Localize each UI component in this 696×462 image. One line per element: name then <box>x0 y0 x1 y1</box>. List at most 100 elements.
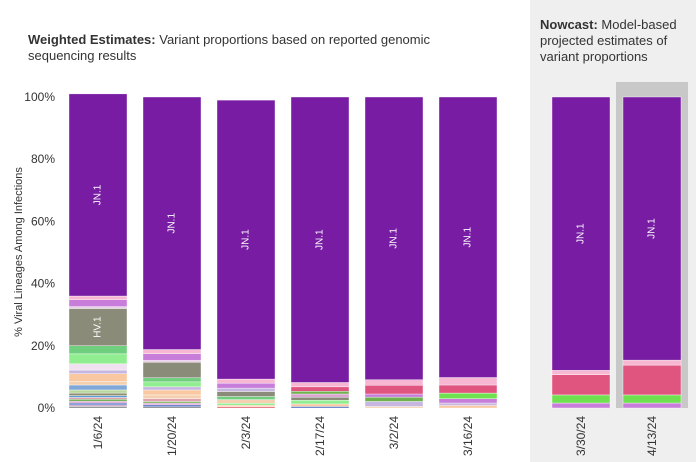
bar-segment <box>142 389 202 396</box>
bar-segment <box>68 299 128 307</box>
bar-segment <box>364 406 424 409</box>
nowcast-title: Nowcast: Model-based projected estimates… <box>540 17 690 65</box>
bar-segment <box>142 394 202 399</box>
y-tick-label: 80% <box>31 152 55 166</box>
bar-3/30/24: JN.1 <box>551 96 611 409</box>
bar-segment <box>290 391 350 395</box>
bar-segment <box>364 396 424 402</box>
bar-segment <box>364 393 424 398</box>
bar-segment <box>551 96 611 371</box>
bars: HV.1 JN.1 JN.1 JN.1 JN.1 JN.1 JN.1 JN.1 JN.1 <box>68 93 682 409</box>
bar-segment <box>68 397 128 400</box>
y-axis-label: % Viral Lineages Among Infections <box>13 167 25 337</box>
y-tick-label: 0% <box>38 401 56 415</box>
segment-label: JN.1 <box>463 227 474 248</box>
bar-segment <box>438 377 498 386</box>
bar-segment <box>216 399 276 404</box>
bar-segment <box>68 373 128 382</box>
bar-segment <box>68 381 128 386</box>
bar-segment <box>438 392 498 399</box>
weighted-estimates-title-text: Variant proportions based on reported ge… <box>28 32 430 63</box>
bar-segment <box>290 403 350 407</box>
bar-segment <box>216 396 276 400</box>
bar-segment <box>290 400 350 405</box>
segment-label: JN.1 <box>576 223 587 244</box>
x-tick-label: 1/20/24 <box>165 416 179 456</box>
bar-segment <box>216 403 276 406</box>
bar-segment <box>68 399 128 402</box>
bar-segment <box>68 406 128 409</box>
bar-segment <box>68 384 128 391</box>
bar-segment <box>364 385 424 395</box>
bar-segment <box>216 405 276 407</box>
segment-label: JN.1 <box>389 228 400 249</box>
bar-segment <box>364 401 424 407</box>
bar-segment <box>622 359 682 366</box>
bar-segment <box>68 404 128 407</box>
x-tick-label: 3/30/24 <box>574 416 588 456</box>
bar-segment <box>216 391 276 397</box>
bar-segment <box>551 374 611 396</box>
x-tick-label: 2/17/24 <box>313 416 327 456</box>
segment-label: HV.1 <box>93 316 104 338</box>
y-tick-label: 100% <box>24 90 55 104</box>
segment-label: JN.1 <box>241 229 252 250</box>
bar-segment <box>142 360 202 363</box>
bar-segment <box>438 96 498 378</box>
bar-segment <box>551 370 611 375</box>
x-tick-label: 3/2/24 <box>387 416 401 450</box>
nowcast-title-text: Model-based projected estimates of varia… <box>540 17 677 64</box>
y-axis: % Viral Lineages Among Infections 0% 20% 4… <box>13 90 55 415</box>
bar-segment <box>68 93 128 297</box>
bar-segment <box>68 295 128 300</box>
bar-3/16/24: JN.1 <box>438 96 498 409</box>
bar-segment <box>290 386 350 392</box>
bar-segment <box>290 382 350 388</box>
bar-segment <box>142 381 202 388</box>
bar-segment <box>438 405 498 409</box>
bar-segment <box>290 396 350 401</box>
bar-segment <box>68 389 128 394</box>
nowcast-title-bold: Nowcast: <box>540 17 598 32</box>
bar-segment <box>290 96 350 383</box>
x-tick-label: 2/3/24 <box>239 416 253 450</box>
bar-segment <box>142 349 202 354</box>
bar-segment <box>438 384 498 394</box>
bar-segment <box>68 400 128 404</box>
bar-segment <box>622 96 682 361</box>
bar-segment <box>142 362 202 379</box>
bar-segment <box>142 402 202 406</box>
bar-segment <box>142 404 202 407</box>
bar-1/6/24: HV.1 JN.1 <box>68 93 128 409</box>
segment-label: JN.1 <box>167 213 178 234</box>
bar-segment <box>68 345 128 355</box>
bar-segment <box>68 353 128 365</box>
bar-segment <box>438 398 498 404</box>
bar-segment <box>68 306 128 309</box>
bar-segment <box>438 402 498 406</box>
bar-segment <box>622 394 682 404</box>
bar-segment <box>142 398 202 402</box>
bar-2/3/24: JN.1 <box>216 99 276 409</box>
x-tick-label: 4/13/24 <box>645 416 659 456</box>
bar-2/17/24: JN.1 <box>290 96 350 409</box>
bar-4/13/24: JN.1 <box>622 96 682 409</box>
bar-segment <box>142 386 202 391</box>
segment-label: JN.1 <box>315 229 326 250</box>
x-tick-label: 1/6/24 <box>91 416 105 450</box>
bar-segment <box>68 308 128 347</box>
bar-segment <box>68 363 128 371</box>
segment-label: JN.1 <box>93 184 104 205</box>
bar-segment <box>216 99 276 380</box>
segment-label: JN.1 <box>647 218 658 239</box>
bar-segment <box>142 353 202 361</box>
y-tick-label: 20% <box>31 339 55 353</box>
bar-segment <box>68 392 128 396</box>
bar-segment <box>68 402 128 406</box>
weighted-estimates-title: Weighted Estimates: Variant proportions … <box>28 32 498 64</box>
bar-segment <box>290 393 350 398</box>
bar-3/2/24: JN.1 <box>364 96 424 409</box>
bar-segment <box>142 401 202 404</box>
bar-segment <box>290 406 350 409</box>
